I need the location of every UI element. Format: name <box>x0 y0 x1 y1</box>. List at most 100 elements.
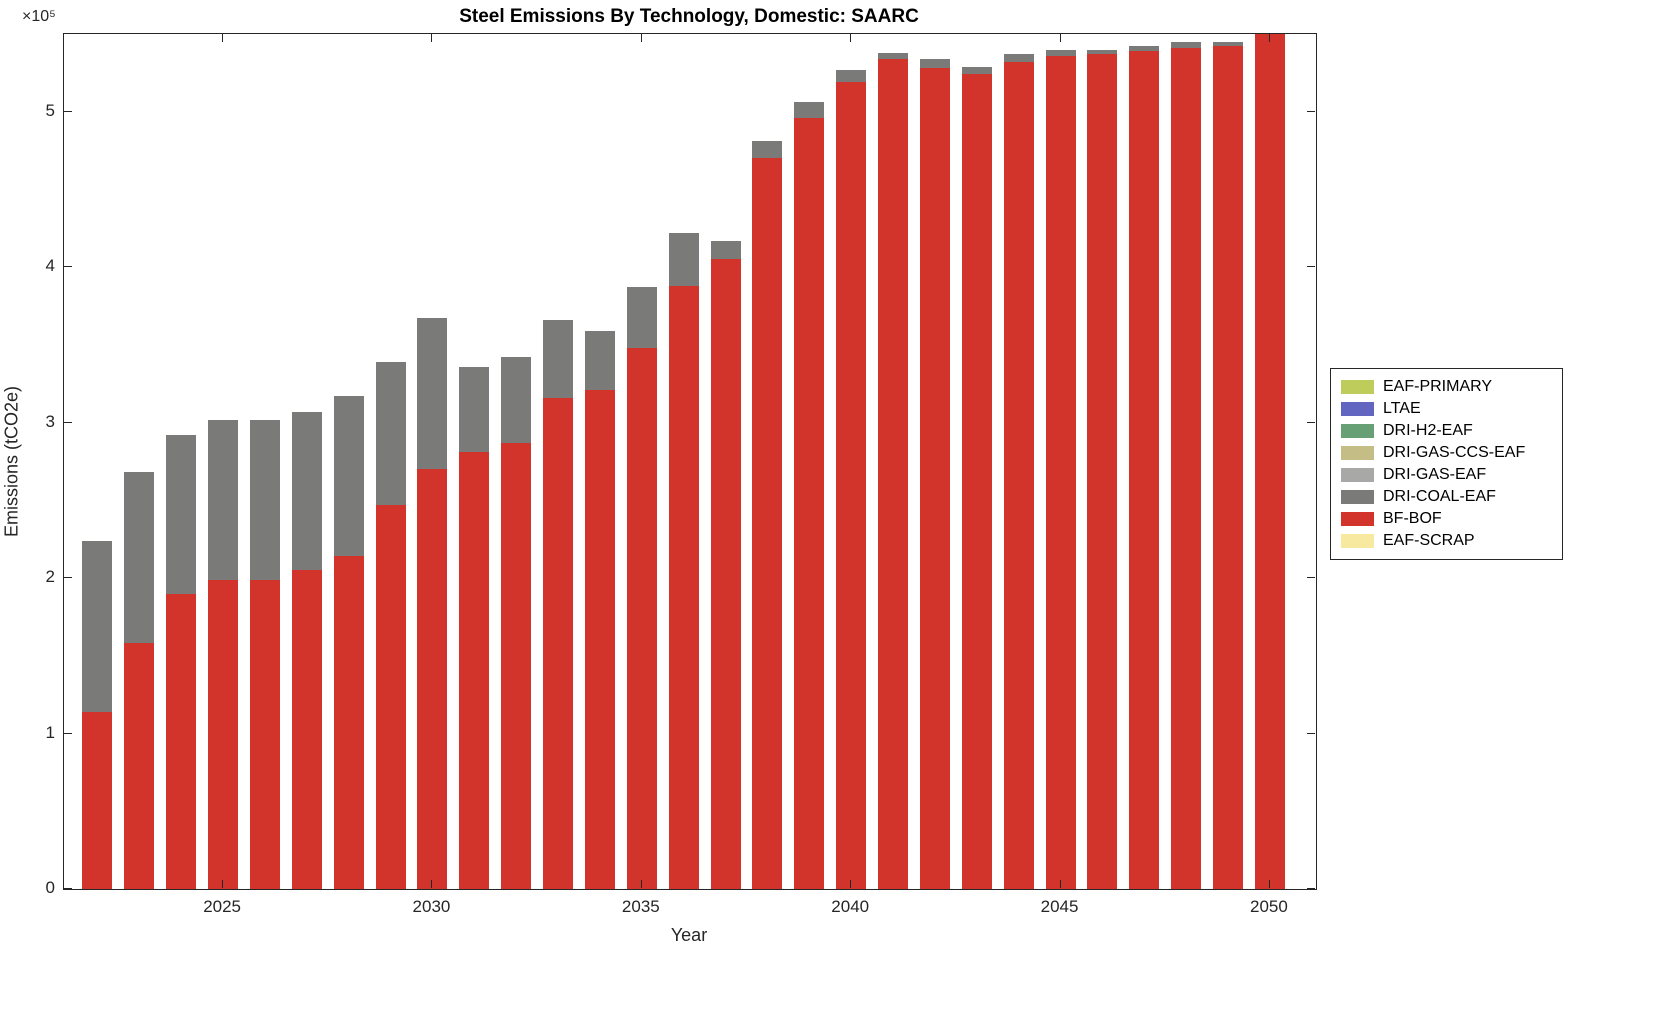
bar-segment-bf-bof-2030 <box>417 469 447 889</box>
y-tick-right <box>1307 577 1315 579</box>
bar-segment-bf-bof-2047 <box>1129 51 1159 889</box>
bar-segment-bf-bof-2050 <box>1255 34 1285 889</box>
bar-segment-dri-coal-eaf-2024 <box>166 435 196 594</box>
legend: EAF-PRIMARY LTAE DRI-H2-EAF DRI-GAS-CCS-EAF… <box>1330 368 1563 560</box>
x-tick-top <box>431 34 433 42</box>
bar-segment-dri-coal-eaf-2028 <box>334 396 364 557</box>
plot-area <box>63 33 1317 890</box>
bar-segment-bf-bof-2045 <box>1046 55 1076 889</box>
bar-segment-dri-coal-eaf-2035 <box>627 287 657 349</box>
legend-swatch-dri-h2-eaf <box>1341 424 1374 438</box>
bar-segment-dri-coal-eaf-2025 <box>208 419 238 580</box>
y-tick <box>64 732 72 734</box>
bar-segment-bf-bof-2034 <box>585 389 615 889</box>
legend-label-dri-gas-eaf: DRI-GAS-EAF <box>1383 466 1487 483</box>
y-tick <box>64 577 72 579</box>
bar-segment-dri-coal-eaf-2029 <box>376 362 406 506</box>
bar-segment-bf-bof-2023 <box>124 643 154 889</box>
legend-label-bf-bof: BF-BOF <box>1383 510 1442 527</box>
x-tick-label: 2040 <box>831 897 870 916</box>
legend-swatch-eaf-primary <box>1341 380 1374 394</box>
bar-segment-bf-bof-2032 <box>501 442 531 889</box>
y-axis-multiplier-label: ×10⁵ <box>22 8 56 25</box>
bar-segment-dri-coal-eaf-2033 <box>543 320 573 398</box>
bar-segment-bf-bof-2031 <box>459 452 489 889</box>
bar-segment-dri-coal-eaf-2046 <box>1087 49 1117 55</box>
bar-segment-bf-bof-2036 <box>669 285 699 889</box>
bar-segment-bf-bof-2041 <box>878 58 908 889</box>
bar-segment-dri-coal-eaf-2043 <box>962 66 992 75</box>
x-tick-top <box>850 34 852 42</box>
x-tick <box>1059 880 1061 888</box>
x-tick-label: 2035 <box>621 897 660 916</box>
bar-segment-dri-coal-eaf-2042 <box>920 58 950 69</box>
bar-segment-bf-bof-2042 <box>920 68 950 889</box>
bar-segment-bf-bof-2046 <box>1087 54 1117 889</box>
bar-segment-bf-bof-2028 <box>334 556 364 889</box>
legend-label-dri-h2-eaf: DRI-H2-EAF <box>1383 422 1473 439</box>
bar-segment-dri-coal-eaf-2022 <box>82 540 112 712</box>
bar-segment-bf-bof-2044 <box>1004 61 1034 889</box>
y-tick <box>64 888 72 889</box>
x-tick <box>1268 880 1270 888</box>
bar-segment-dri-coal-eaf-2034 <box>585 330 615 390</box>
legend-swatch-dri-coal-eaf <box>1341 490 1374 504</box>
bar-segment-bf-bof-2040 <box>836 82 866 889</box>
y-tick-label: 0 <box>45 878 55 897</box>
legend-label-ltae: LTAE <box>1383 400 1421 417</box>
legend-swatch-bf-bof <box>1341 512 1374 526</box>
bar-segment-bf-bof-2026 <box>250 579 280 889</box>
bar-segment-dri-coal-eaf-2045 <box>1046 49 1076 56</box>
y-tick-right <box>1307 266 1315 268</box>
bar-segment-dri-coal-eaf-2027 <box>292 411 322 571</box>
bar-segment-dri-coal-eaf-2036 <box>669 232 699 286</box>
legend-label-eaf-primary: EAF-PRIMARY <box>1383 378 1493 395</box>
legend-swatch-dri-gas-ccs-eaf <box>1341 446 1374 460</box>
bar-segment-bf-bof-2038 <box>752 158 782 889</box>
bar-segment-bf-bof-2025 <box>208 579 238 889</box>
bar-segment-dri-coal-eaf-2023 <box>124 472 154 644</box>
y-tick-right <box>1307 110 1315 112</box>
bar-segment-dri-coal-eaf-2026 <box>250 419 280 580</box>
x-tick-top <box>222 34 224 42</box>
legend-row-dri-gas-eaf: DRI-GAS-EAF <box>1341 464 1552 486</box>
legend-label-dri-gas-ccs-eaf: DRI-GAS-CCS-EAF <box>1383 444 1526 461</box>
bar-segment-bf-bof-2043 <box>962 74 992 889</box>
bar-segment-dri-coal-eaf-2049 <box>1213 41 1243 47</box>
y-tick <box>64 421 72 423</box>
bar-segment-bf-bof-2039 <box>794 117 824 889</box>
legend-row-dri-coal-eaf: DRI-COAL-EAF <box>1341 486 1552 508</box>
x-tick <box>431 880 433 888</box>
bar-segment-bf-bof-2049 <box>1213 46 1243 889</box>
y-tick <box>64 110 72 112</box>
bar-segment-dri-coal-eaf-2041 <box>878 52 908 59</box>
x-tick-top <box>1268 34 1270 42</box>
legend-row-bf-bof: BF-BOF <box>1341 508 1552 530</box>
y-tick-label: 3 <box>45 411 55 431</box>
bar-segment-bf-bof-2024 <box>166 593 196 889</box>
legend-swatch-ltae <box>1341 402 1374 416</box>
bar-segment-bf-bof-2027 <box>292 570 322 889</box>
legend-row-dri-h2-eaf: DRI-H2-EAF <box>1341 420 1552 442</box>
bar-segment-bf-bof-2029 <box>376 505 406 889</box>
x-axis-label: Year <box>670 925 708 945</box>
y-tick-label: 5 <box>45 100 55 120</box>
bar-segment-dri-coal-eaf-2030 <box>417 318 447 470</box>
bar-segment-bf-bof-2035 <box>627 348 657 889</box>
legend-row-eaf-scrap: EAF-SCRAP <box>1341 530 1552 552</box>
bar-segment-dri-coal-eaf-2040 <box>836 69 866 83</box>
y-tick-label: 4 <box>45 256 55 276</box>
bar-segment-bf-bof-2033 <box>543 397 573 889</box>
legend-swatch-dri-gas-eaf <box>1341 468 1374 482</box>
chart-title: Steel Emissions By Technology, Domestic:… <box>459 6 919 27</box>
legend-label-dri-coal-eaf: DRI-COAL-EAF <box>1383 488 1496 505</box>
y-axis-label: Emissions (tCO2e) <box>1 385 22 538</box>
x-tick-label: 2025 <box>203 897 242 916</box>
y-tick <box>64 266 72 268</box>
y-tick-right <box>1307 888 1315 889</box>
x-tick-top <box>1059 34 1061 42</box>
x-tick <box>640 880 642 888</box>
y-tick-right <box>1307 421 1315 423</box>
x-tick <box>222 880 224 888</box>
